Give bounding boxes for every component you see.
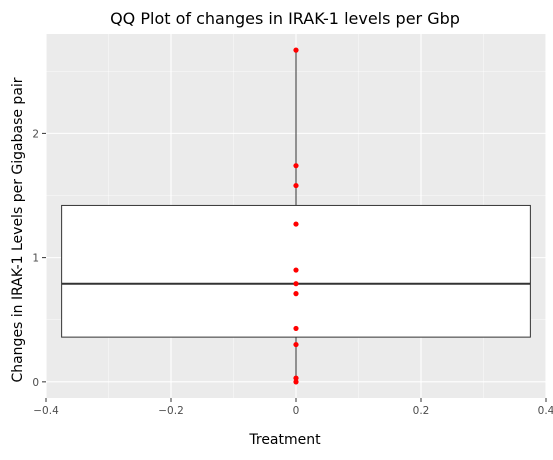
data-point [293,281,299,287]
y-tick-label: 1 [32,253,39,265]
data-point [293,291,299,297]
x-tick-label: 0.4 [538,405,553,417]
x-tick-label: −0.4 [33,405,59,417]
data-point [293,379,299,385]
x-tick-label: −0.2 [158,405,184,417]
data-point [293,47,299,53]
data-point [293,325,299,332]
y-tick-label: 2 [32,128,39,140]
x-axis-label: Treatment [248,432,321,448]
y-axis-label: Changes in IRAK-1 Levels per Gigabase pa… [10,77,26,382]
data-point [293,182,299,189]
data-point [293,375,299,381]
axes: −0.4 −0.2 0 0.2 0.4 0 1 2 [32,128,553,417]
y-tick-label: 0 [32,377,39,389]
chart-title: QQ Plot of changes in IRAK-1 levels per … [110,9,460,28]
data-point [293,163,299,169]
data-points [293,47,299,385]
data-point [293,221,299,227]
x-tick-label: 0.2 [413,405,430,417]
data-point [293,267,299,273]
data-point [293,341,299,348]
x-tick-label: 0 [293,405,300,417]
